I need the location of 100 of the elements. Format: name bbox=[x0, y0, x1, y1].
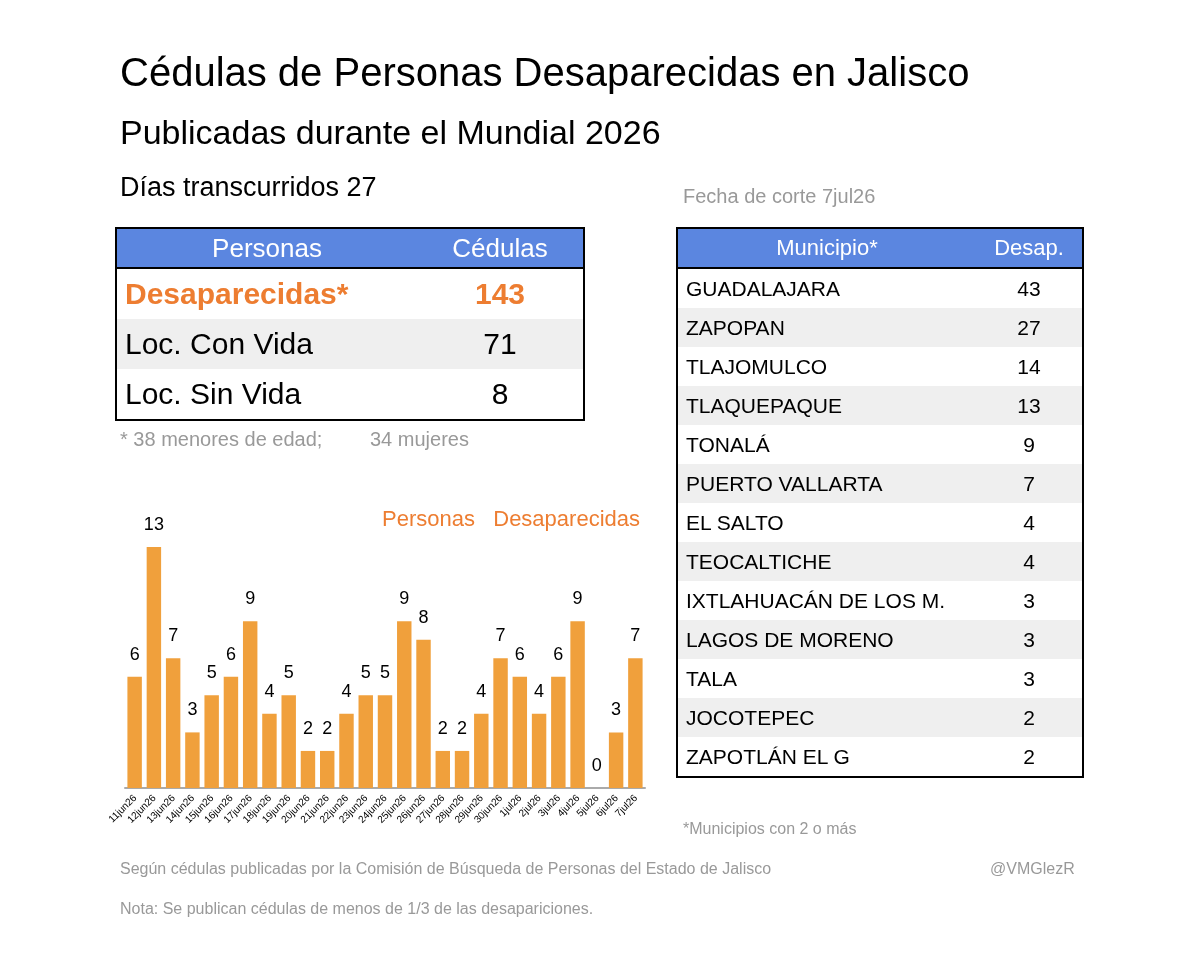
category-label: GUADALAJARA bbox=[685, 275, 842, 302]
data-label: 3 bbox=[1022, 626, 1036, 653]
chart-title: Personas Desaparecidas bbox=[381, 505, 640, 531]
bar bbox=[474, 713, 489, 788]
text: Publicadas durante el Mundial 2026 bbox=[120, 113, 661, 152]
data-label: 143 bbox=[473, 276, 527, 312]
bar bbox=[570, 621, 585, 788]
category-label: ZAPOTLÁN EL G bbox=[685, 743, 851, 770]
data-label: 5 bbox=[379, 662, 391, 683]
data-label: 0 bbox=[591, 755, 602, 775]
bar bbox=[320, 750, 335, 788]
data-label: 6 bbox=[129, 643, 140, 664]
data-label: 43 bbox=[1016, 275, 1042, 302]
category-label: LAGOS DE MORENO bbox=[685, 626, 895, 653]
data-label: 2 bbox=[457, 717, 468, 738]
bar bbox=[608, 732, 624, 788]
data-label: 5 bbox=[206, 662, 217, 683]
data-label: 2 bbox=[1022, 743, 1036, 770]
bar bbox=[339, 713, 354, 788]
category-label: TLAJOMULCO bbox=[685, 353, 829, 380]
data-label: 2 bbox=[437, 717, 448, 738]
data-label: 27 bbox=[1016, 314, 1042, 341]
data-label: 7 bbox=[630, 625, 641, 646]
bar bbox=[512, 676, 528, 788]
bar bbox=[281, 695, 296, 788]
data-label: 6 bbox=[514, 643, 525, 664]
bar bbox=[300, 750, 316, 788]
bar bbox=[397, 621, 412, 788]
data-label: 2 bbox=[302, 717, 313, 738]
bar bbox=[185, 732, 200, 788]
data-label: 3 bbox=[611, 699, 622, 720]
bar bbox=[223, 676, 239, 788]
text: @VMGlezR bbox=[990, 860, 1075, 878]
data-label: 8 bbox=[490, 376, 510, 412]
data-label: 7 bbox=[495, 625, 506, 646]
category-label: TONALÁ bbox=[685, 431, 771, 458]
text: * 38 menores de edad; bbox=[120, 428, 323, 451]
data-label: 4 bbox=[476, 680, 487, 701]
data-label: 7 bbox=[1022, 470, 1036, 497]
data-label: 4 bbox=[1022, 509, 1036, 536]
category-label: Loc. Sin Vida bbox=[124, 376, 303, 412]
data-label: 4 bbox=[534, 680, 545, 701]
bar bbox=[551, 676, 566, 788]
category-label: TEOCALTICHE bbox=[685, 548, 833, 575]
data-label: 13 bbox=[143, 514, 164, 535]
bar bbox=[165, 658, 181, 788]
text: 34 mujeres bbox=[370, 428, 469, 451]
category-label: TALA bbox=[685, 665, 738, 692]
bar bbox=[262, 713, 277, 788]
bar bbox=[628, 658, 643, 788]
data-label: 4 bbox=[264, 680, 275, 701]
data-label: 71 bbox=[482, 326, 518, 362]
data-label: 6 bbox=[553, 643, 564, 664]
data-label: 5 bbox=[283, 662, 294, 683]
data-label: 9 bbox=[245, 588, 256, 609]
data-label: 2 bbox=[1022, 704, 1036, 731]
data-label: 9 bbox=[572, 588, 583, 609]
bar bbox=[531, 713, 547, 788]
category-label: Desaparecidas* bbox=[124, 276, 350, 312]
data-label: 9 bbox=[1022, 431, 1036, 458]
category-label: ZAPOPAN bbox=[685, 314, 786, 341]
category-label: JOCOTEPEC bbox=[685, 704, 816, 731]
bar bbox=[493, 658, 508, 788]
data-label: 8 bbox=[418, 606, 429, 627]
data-label: 7 bbox=[168, 625, 179, 646]
text: Días transcurridos 27 bbox=[120, 172, 377, 203]
data-label: 3 bbox=[1022, 587, 1036, 614]
bar bbox=[416, 639, 431, 788]
bar bbox=[127, 676, 142, 788]
text: Fecha de corte 7jul26 bbox=[683, 185, 876, 208]
text: Según cédulas publicadas por la Comisión de Búsqueda de Personas del Estado de Jalisco bbox=[120, 860, 772, 878]
category-label: Loc. Con Vida bbox=[124, 326, 314, 362]
category-label: IXTLAHUACÁN DE LOS M. bbox=[685, 587, 947, 614]
bar bbox=[435, 750, 450, 788]
data-label: 4 bbox=[1022, 548, 1036, 575]
bar bbox=[377, 695, 393, 788]
bar bbox=[204, 695, 219, 788]
data-label: 13 bbox=[1016, 392, 1042, 419]
text: Desap. bbox=[976, 228, 1083, 268]
category-label: PUERTO VALLARTA bbox=[685, 470, 884, 497]
text: Nota: Se publican cédulas de menos de 1/3 de las desapariciones. bbox=[120, 900, 594, 918]
data-label: 3 bbox=[1022, 665, 1036, 692]
bar bbox=[454, 750, 470, 788]
data-label: 3 bbox=[187, 699, 198, 720]
data-label: 14 bbox=[1016, 353, 1042, 380]
data-label: 9 bbox=[399, 588, 410, 609]
text: Municipio* bbox=[677, 228, 976, 268]
data-label: 6 bbox=[225, 643, 236, 664]
data-label: 5 bbox=[360, 662, 371, 683]
category-label: EL SALTO bbox=[685, 509, 785, 536]
text: Cédulas bbox=[417, 228, 584, 268]
bar bbox=[146, 547, 162, 788]
text: Cédulas de Personas Desaparecidas en Jalisco bbox=[120, 50, 970, 95]
text: *Municipios con 2 o más bbox=[683, 820, 857, 838]
bar bbox=[358, 695, 373, 788]
text: Personas bbox=[116, 228, 417, 268]
category-label: TLAQUEPAQUE bbox=[685, 392, 843, 419]
data-label: 4 bbox=[341, 680, 352, 701]
bar bbox=[242, 621, 258, 788]
data-label: 2 bbox=[322, 717, 333, 738]
